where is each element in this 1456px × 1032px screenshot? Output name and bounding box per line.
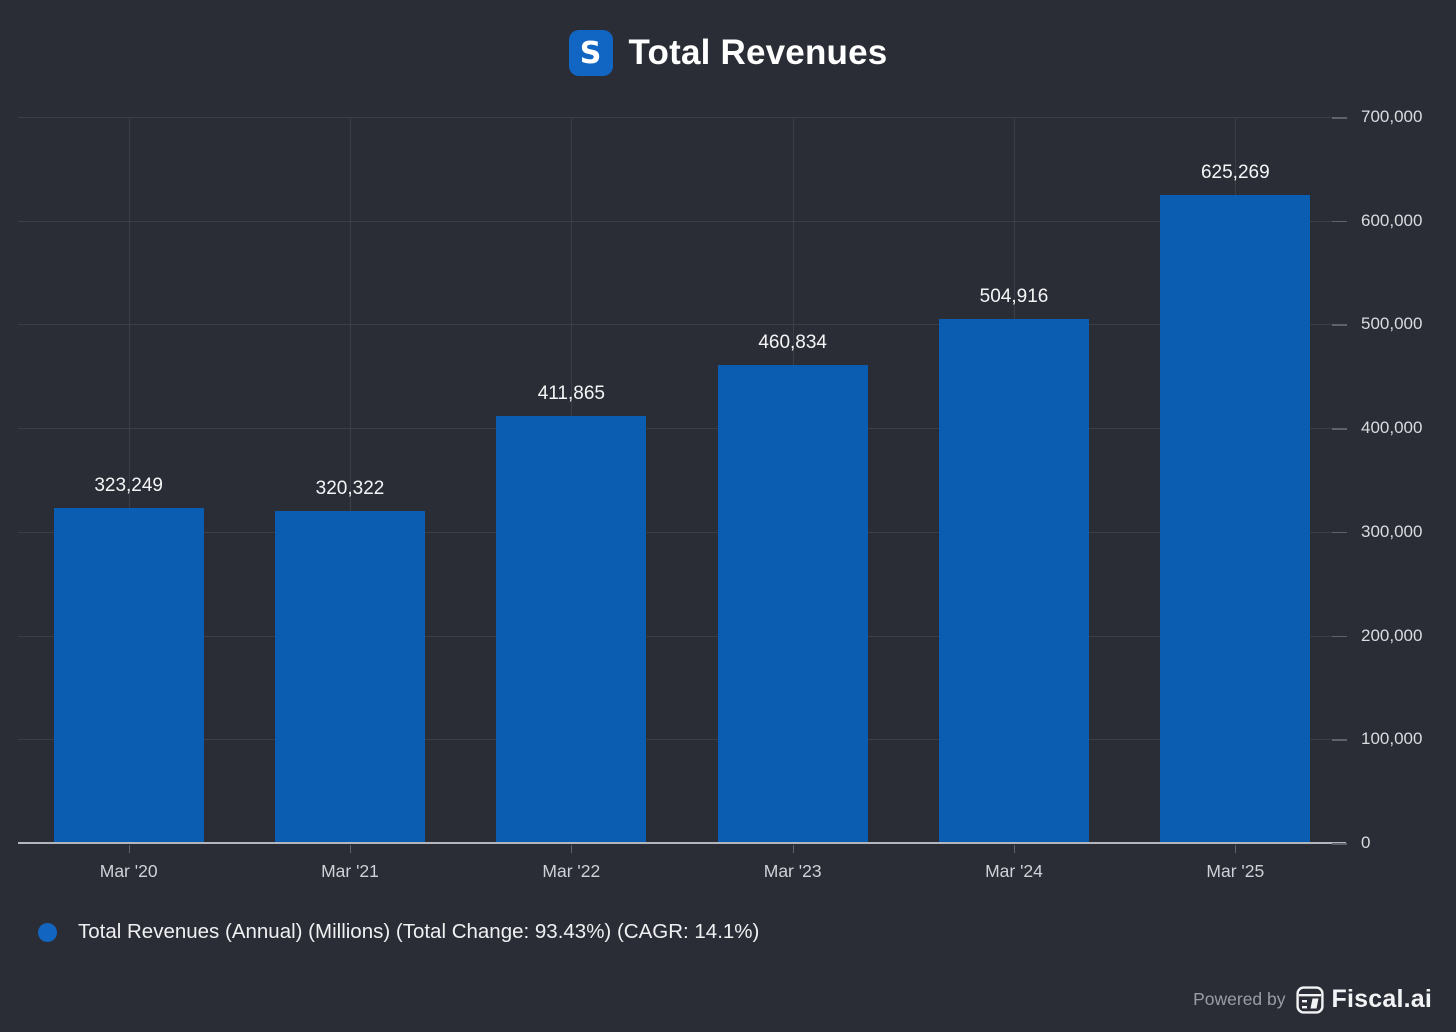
chart-title: Total Revenues (628, 33, 888, 72)
y-axis-label: 600,000 (1361, 210, 1423, 230)
x-axis-label: Mar '21 (321, 861, 379, 881)
y-axis-tick (1332, 635, 1347, 638)
y-axis-tick (1332, 428, 1347, 430)
legend: Total Revenues (Annual) (Millions) (Tota… (38, 920, 759, 944)
gridline-horizontal (18, 531, 1346, 533)
powered-by-text: Powered by (1193, 989, 1286, 1009)
gridline-horizontal (18, 428, 1346, 430)
gridline-horizontal (18, 635, 1346, 637)
gridline-vertical (128, 117, 130, 843)
chart-header: S Total Revenues (0, 30, 1456, 76)
bar-mar-25[interactable] (1160, 194, 1311, 843)
bar-mar-21[interactable] (275, 510, 425, 843)
bar-value-label: 411,865 (537, 382, 605, 404)
x-axis-label: Mar '25 (1206, 861, 1265, 881)
y-axis-tick (1332, 324, 1347, 326)
x-axis-tick (571, 845, 573, 853)
bar-value-label: 504,916 (979, 286, 1049, 308)
y-axis-tick (1332, 117, 1347, 119)
y-axis-label: 500,000 (1361, 314, 1423, 334)
x-axis-line (18, 842, 1346, 844)
y-axis-tick (1332, 739, 1347, 741)
x-axis-label: Mar '23 (763, 861, 822, 881)
x-axis-tick (1235, 845, 1237, 853)
company-logo-icon: S (568, 30, 613, 76)
x-axis-label: Mar '22 (542, 861, 601, 881)
plot-area: 323,249 Mar '20 320,322 Mar '21 411,865 Mar '… (18, 117, 1346, 881)
bar-value-label: 625,269 (1200, 161, 1270, 183)
x-axis-tick (1014, 845, 1015, 853)
x-axis-label: Mar '20 (99, 861, 158, 881)
legend-marker-icon[interactable] (38, 922, 57, 942)
x-axis-tick (350, 845, 351, 853)
bar-mar-23[interactable] (717, 365, 868, 843)
y-axis-tick (1332, 531, 1347, 534)
gridline-vertical (350, 117, 351, 843)
x-axis-tick (128, 845, 130, 853)
fiscal-ai-logo-icon (1295, 985, 1324, 1014)
gridline-horizontal (18, 220, 1346, 222)
bar-mar-22[interactable] (496, 415, 647, 843)
bar-value-label: 460,834 (758, 332, 827, 354)
bar-mar-20[interactable] (53, 507, 204, 843)
bar-value-label: 323,249 (94, 474, 163, 496)
y-axis-label: 0 (1361, 833, 1371, 852)
gridline-horizontal (18, 739, 1346, 741)
gridline-horizontal (18, 117, 1346, 118)
brand-name: Fiscal.ai (1331, 985, 1432, 1013)
x-axis-tick (792, 845, 794, 853)
y-axis-tick (1332, 220, 1347, 223)
y-axis-tick (1332, 843, 1347, 845)
y-axis-label: 200,000 (1361, 625, 1423, 645)
y-axis-label: 100,000 (1361, 729, 1423, 749)
fiscal-ai-link[interactable]: Fiscal.ai (1295, 985, 1432, 1014)
gridline-horizontal (18, 324, 1346, 326)
bar-mar-24[interactable] (939, 319, 1089, 843)
x-axis-label: Mar '24 (985, 861, 1043, 881)
footer: Powered by Fiscal.ai (1193, 985, 1432, 1014)
y-axis-label: 400,000 (1361, 418, 1423, 438)
bar-value-label: 320,322 (315, 477, 385, 499)
legend-label[interactable]: Total Revenues (Annual) (Millions) (Tota… (78, 920, 760, 943)
y-axis-label: 700,000 (1361, 107, 1423, 126)
y-axis-label: 300,000 (1361, 521, 1423, 541)
